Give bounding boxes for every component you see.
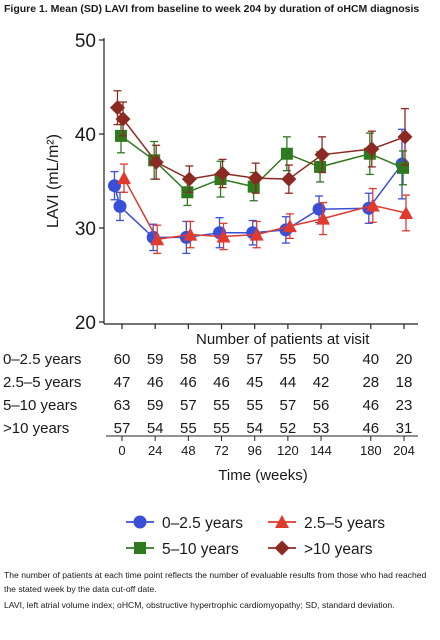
data-point [148, 154, 164, 170]
patient-count: 46 [362, 420, 379, 437]
patient-count: 55 [213, 397, 230, 414]
data-point [282, 219, 297, 233]
y-tick-label: 30 [75, 219, 96, 240]
data-point [109, 100, 125, 116]
data-point [181, 171, 197, 187]
patient-count: 55 [213, 420, 230, 437]
patient-count: 60 [114, 351, 131, 368]
x-tick-label: 24 [148, 443, 162, 458]
legend-marker [274, 540, 290, 556]
data-point [365, 198, 380, 212]
patient-count: 42 [313, 374, 330, 391]
patient-count: 46 [147, 374, 164, 391]
footnote-abbreviations: LAVI, left atrial volume index; oHCM, ob… [4, 600, 395, 610]
patient-count: 63 [114, 397, 131, 414]
data-point [247, 180, 260, 193]
series-line [113, 163, 403, 239]
data-point [248, 170, 264, 186]
patient-count: 59 [213, 351, 230, 368]
legend-marker [275, 515, 289, 528]
patient-count: 54 [246, 420, 263, 437]
series-diamond-group [109, 90, 413, 194]
data-point [150, 232, 165, 246]
patient-count: 46 [362, 397, 379, 414]
legend-label: 0–2.5 years [162, 515, 243, 532]
patient-count: 57 [114, 420, 131, 437]
patient-count: 46 [213, 374, 230, 391]
figure-title: Figure 1. Mean (SD) LAVI from baseline t… [4, 3, 420, 15]
patient-count: 23 [396, 397, 413, 414]
patient-count: 46 [180, 374, 197, 391]
data-point [183, 227, 198, 241]
x-tick-label: 144 [310, 443, 332, 458]
patient-count: 18 [396, 374, 413, 391]
y-tick-label: 20 [75, 313, 96, 334]
lavi-line-chart: 20 30 40 50 LAVI (mL/m²) 0 24 48 72 96 120 144 180 20… [3, 31, 418, 558]
patient-count: 55 [280, 351, 297, 368]
data-point [215, 165, 231, 181]
patient-count: 45 [246, 374, 263, 391]
data-point [399, 205, 413, 219]
patient-count: 59 [147, 351, 164, 368]
legend-label: 5–10 years [162, 541, 239, 558]
y-tick-label: 40 [75, 125, 96, 146]
patient-count: 50 [313, 351, 330, 368]
x-tick-label: 0 [118, 443, 125, 458]
data-point [316, 211, 331, 225]
patient-table-row-label: 5–10 years [3, 397, 77, 414]
patient-count: 56 [313, 397, 330, 414]
x-tick-label: 72 [214, 443, 228, 458]
data-point [115, 111, 131, 127]
patient-count: 57 [180, 397, 197, 414]
x-tick-label: 204 [393, 443, 415, 458]
x-axis-label: Time (weeks) [218, 467, 307, 484]
x-tick-label: 48 [181, 443, 195, 458]
data-point [397, 161, 409, 174]
x-tick-label: 180 [360, 443, 382, 458]
legend-label: 2.5–5 years [304, 515, 385, 532]
series-line [120, 135, 404, 194]
patient-table-row-label: >10 years [3, 420, 69, 437]
patient-count: 57 [280, 397, 297, 414]
patient-count: 47 [114, 374, 131, 391]
x-tick-label: 120 [277, 443, 299, 458]
data-point [280, 147, 293, 160]
data-point [117, 171, 131, 185]
patient-count: 58 [180, 351, 197, 368]
series-triangle-group [117, 163, 413, 255]
patient-count: 54 [147, 420, 164, 437]
series-line [116, 107, 406, 180]
patient-count: 28 [362, 374, 379, 391]
patient-count: 44 [280, 374, 297, 391]
patient-count: 52 [280, 420, 297, 437]
patient-table-row-label: 0–2.5 years [3, 351, 81, 368]
data-point [107, 179, 121, 193]
patient-count: 53 [313, 420, 330, 437]
legend-label: >10 years [304, 541, 373, 558]
legend-marker [133, 515, 147, 529]
y-axis-label: LAVI (mL/m²) [45, 134, 62, 228]
data-point [314, 160, 327, 173]
patient-count: 55 [246, 397, 263, 414]
data-point [397, 129, 413, 145]
patient-count: 55 [180, 420, 197, 437]
patient-count: 59 [147, 397, 164, 414]
data-point [364, 141, 380, 157]
patient-table-row-label: 2.5–5 years [3, 374, 81, 391]
x-tick-label: 96 [247, 443, 261, 458]
patient-count: 31 [396, 420, 413, 437]
data-point [281, 171, 297, 187]
footnote-evaluable-results: The number of patients at each time poin… [4, 570, 427, 594]
data-point [249, 227, 264, 241]
y-tick-label: 50 [75, 31, 96, 52]
data-point [113, 199, 127, 213]
patient-count: 20 [396, 351, 413, 368]
data-point [314, 147, 330, 163]
patient-count: 57 [246, 351, 263, 368]
patient-table-title: Number of patients at visit [196, 331, 370, 348]
legend-marker [134, 542, 146, 554]
patient-count: 40 [362, 351, 379, 368]
data-point [216, 229, 231, 243]
